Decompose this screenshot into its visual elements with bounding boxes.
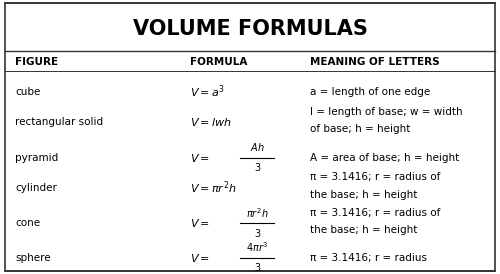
Text: VOLUME FORMULAS: VOLUME FORMULAS — [132, 19, 368, 39]
Text: $V = \pi r^2h$: $V = \pi r^2h$ — [190, 179, 236, 196]
Text: of base; h = height: of base; h = height — [310, 124, 410, 134]
Text: l = length of base; w = width: l = length of base; w = width — [310, 107, 462, 116]
Text: 3: 3 — [254, 263, 260, 273]
Text: $V = $: $V = $ — [190, 252, 210, 264]
Text: sphere: sphere — [15, 253, 51, 262]
Text: $4\pi r^3$: $4\pi r^3$ — [246, 240, 268, 254]
Text: cone: cone — [15, 218, 40, 228]
Text: 3: 3 — [254, 229, 260, 239]
Text: FIGURE: FIGURE — [15, 57, 58, 67]
Text: $V = $: $V = $ — [190, 217, 210, 229]
Text: $Ah$: $Ah$ — [250, 141, 264, 153]
Text: pyramid: pyramid — [15, 153, 58, 162]
Text: the base; h = height: the base; h = height — [310, 190, 418, 199]
Text: FORMULA: FORMULA — [190, 57, 248, 67]
Text: $\pi r^2h$: $\pi r^2h$ — [246, 206, 268, 220]
Text: the base; h = height: the base; h = height — [310, 225, 418, 235]
FancyBboxPatch shape — [5, 3, 495, 271]
Text: π = 3.1416; r = radius: π = 3.1416; r = radius — [310, 253, 427, 262]
Text: cube: cube — [15, 87, 40, 97]
Text: $V = a^3$: $V = a^3$ — [190, 84, 225, 100]
Text: cylinder: cylinder — [15, 183, 57, 193]
Text: $V = lwh$: $V = lwh$ — [190, 116, 232, 128]
Text: rectangular solid: rectangular solid — [15, 117, 103, 127]
Text: A = area of base; h = height: A = area of base; h = height — [310, 153, 459, 162]
Text: $V = $: $V = $ — [190, 152, 210, 164]
Text: π = 3.1416; r = radius of: π = 3.1416; r = radius of — [310, 208, 440, 218]
Text: 3: 3 — [254, 163, 260, 173]
Text: π = 3.1416; r = radius of: π = 3.1416; r = radius of — [310, 172, 440, 182]
Text: a = length of one edge: a = length of one edge — [310, 87, 430, 97]
Text: MEANING OF LETTERS: MEANING OF LETTERS — [310, 57, 440, 67]
